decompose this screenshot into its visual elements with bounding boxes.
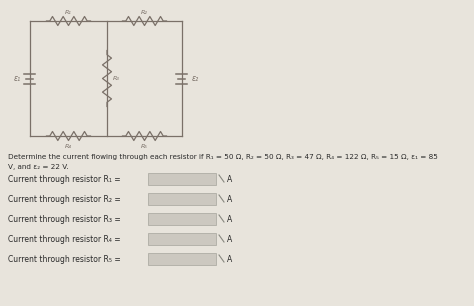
- Text: ε₂: ε₂: [191, 74, 199, 83]
- Text: A: A: [227, 234, 232, 244]
- Text: Current through resistor R₂ =: Current through resistor R₂ =: [8, 195, 121, 203]
- Text: R₅: R₅: [141, 144, 148, 149]
- Bar: [148, 173, 216, 185]
- Bar: [148, 213, 216, 225]
- Text: R₁: R₁: [65, 10, 72, 15]
- Text: Current through resistor R₄ =: Current through resistor R₄ =: [8, 234, 120, 244]
- Text: A: A: [227, 195, 232, 203]
- Text: A: A: [227, 174, 232, 184]
- Bar: [148, 233, 216, 245]
- Text: Current through resistor R₅ =: Current through resistor R₅ =: [8, 255, 121, 263]
- Bar: [148, 193, 216, 205]
- Text: R₄: R₄: [65, 144, 72, 149]
- Text: R₃: R₃: [112, 76, 119, 81]
- Text: Current through resistor R₃ =: Current through resistor R₃ =: [8, 215, 121, 223]
- Text: A: A: [227, 255, 232, 263]
- Bar: [148, 253, 216, 265]
- Text: R₂: R₂: [141, 10, 148, 15]
- Text: A: A: [227, 215, 232, 223]
- Text: Determine the current flowing through each resistor if R₁ = 50 Ω, R₂ = 50 Ω, R₃ : Determine the current flowing through ea…: [8, 154, 438, 160]
- Text: Current through resistor R₁ =: Current through resistor R₁ =: [8, 174, 120, 184]
- Text: ε₁: ε₁: [13, 74, 20, 83]
- Text: V, and ε₂ = 22 V.: V, and ε₂ = 22 V.: [8, 164, 69, 170]
